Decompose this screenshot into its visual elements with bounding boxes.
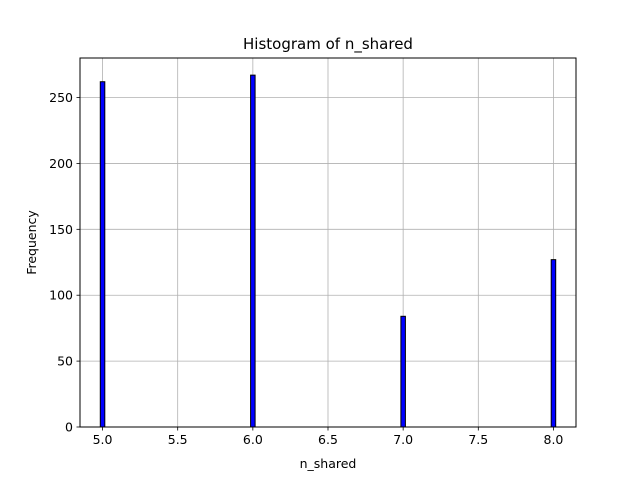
histogram-bar — [400, 315, 406, 428]
y-tick-label: 150 — [49, 222, 73, 237]
x-axis-title: n_shared — [300, 456, 357, 471]
histogram-bar — [250, 74, 256, 428]
y-tick-label: 0 — [65, 420, 73, 435]
y-axis-title: Frequency — [24, 210, 39, 275]
ticks-layer: 5.0 5.5 6.0 6.5 7.0 7.5 8.0 0 50 100 150 200 250 — [49, 90, 563, 447]
chart-title: Histogram of n_shared — [243, 35, 413, 54]
x-tick-label: 7.5 — [468, 432, 488, 447]
y-tick-label: 250 — [49, 90, 73, 105]
x-tick-label: 5.5 — [168, 432, 188, 447]
x-tick-label: 6.5 — [318, 432, 338, 447]
y-tick-label: 50 — [57, 354, 73, 369]
y-tick-label: 100 — [49, 288, 73, 303]
y-tick-label: 200 — [49, 156, 73, 171]
histogram-bar — [550, 259, 557, 428]
x-tick-label: 5.0 — [93, 432, 113, 447]
x-tick-label: 6.0 — [243, 432, 263, 447]
x-tick-label: 8.0 — [544, 432, 564, 447]
x-tick-label: 7.0 — [393, 432, 413, 447]
histogram-bar — [99, 81, 106, 428]
